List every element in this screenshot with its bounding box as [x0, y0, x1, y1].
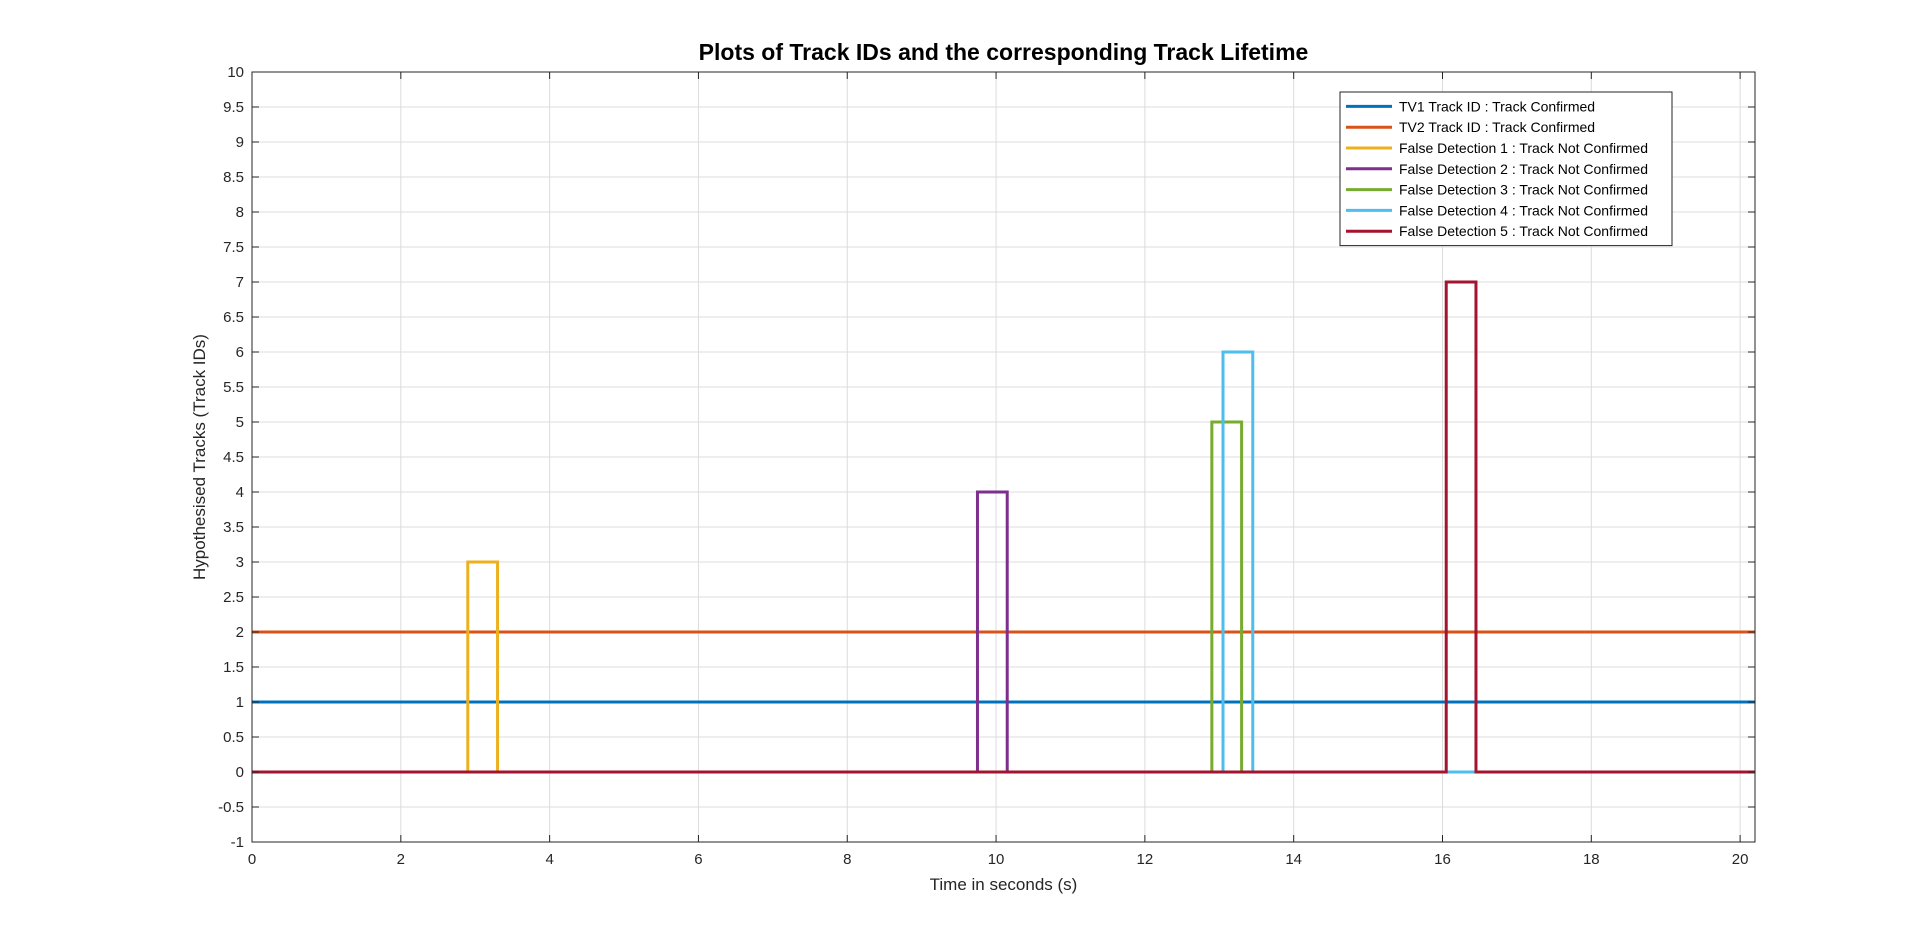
y-tick-label: 3.5	[223, 519, 244, 536]
y-tick-label: 4	[236, 484, 244, 501]
x-tick-label: 4	[545, 851, 553, 868]
y-tick-label: 3	[236, 554, 244, 571]
y-tick-label: 6	[236, 344, 244, 361]
x-axis-label: Time in seconds (s)	[930, 875, 1078, 894]
x-tick-label: 12	[1137, 851, 1154, 868]
axis-ticks: 0 2 4 6 8 10 12 14 16 18 20 -1 -0.5 0 0.5 1 1.5 2 2.5 3 3.5 4…	[218, 64, 1755, 868]
y-tick-label: 1.5	[223, 659, 244, 676]
y-tick-label: 0.5	[223, 729, 244, 746]
y-tick-label: 7.5	[223, 239, 244, 256]
x-tick-label: 0	[248, 851, 256, 868]
y-tick-label: 9.5	[223, 99, 244, 116]
y-tick-label: 5.5	[223, 379, 244, 396]
chart-title: Plots of Track IDs and the corresponding…	[699, 39, 1309, 65]
x-tick-label: 6	[694, 851, 702, 868]
y-tick-label: 4.5	[223, 449, 244, 466]
y-tick-label: 0	[236, 764, 244, 781]
series-line-7	[252, 280, 1755, 774]
y-axis-label: Hypothesised Tracks (Track IDs)	[190, 334, 209, 580]
x-tick-label: 16	[1434, 851, 1451, 868]
legend-entry-4: False Detection 2 : Track Not Confirmed	[1399, 161, 1648, 177]
x-tick-label: 8	[843, 851, 851, 868]
series-lines	[252, 280, 1755, 774]
x-tick-label: 2	[397, 851, 405, 868]
legend-entry-6: False Detection 4 : Track Not Confirmed	[1399, 202, 1648, 218]
y-tick-label: 1	[236, 694, 244, 711]
x-tick-label: 18	[1583, 851, 1600, 868]
legend-entry-7: False Detection 5 : Track Not Confirmed	[1399, 223, 1648, 239]
x-tick-label: 10	[988, 851, 1005, 868]
y-tick-label: -1	[231, 834, 244, 851]
y-tick-label: 7	[236, 274, 244, 291]
y-tick-label: -0.5	[218, 799, 244, 816]
y-tick-label: 5	[236, 414, 244, 431]
y-tick-label: 8.5	[223, 169, 244, 186]
y-tick-label: 8	[236, 204, 244, 221]
y-tick-label: 2	[236, 624, 244, 641]
legend-entry-1: TV1 Track ID : Track Confirmed	[1399, 98, 1595, 114]
x-tick-label: 14	[1285, 851, 1302, 868]
legend-entry-2: TV2 Track ID : Track Confirmed	[1399, 119, 1595, 135]
y-tick-label: 10	[227, 64, 244, 81]
x-tick-label: 20	[1732, 851, 1749, 868]
legend-box	[1339, 91, 1673, 247]
y-tick-label: 2.5	[223, 589, 244, 606]
legend-entry-3: False Detection 1 : Track Not Confirmed	[1399, 140, 1648, 156]
y-tick-label: 6.5	[223, 309, 244, 326]
legend-entry-5: False Detection 3 : Track Not Confirmed	[1399, 182, 1648, 198]
y-tick-label: 9	[236, 134, 244, 151]
legend: TV1 Track ID : Track Confirmed TV2 Track …	[1339, 91, 1673, 247]
